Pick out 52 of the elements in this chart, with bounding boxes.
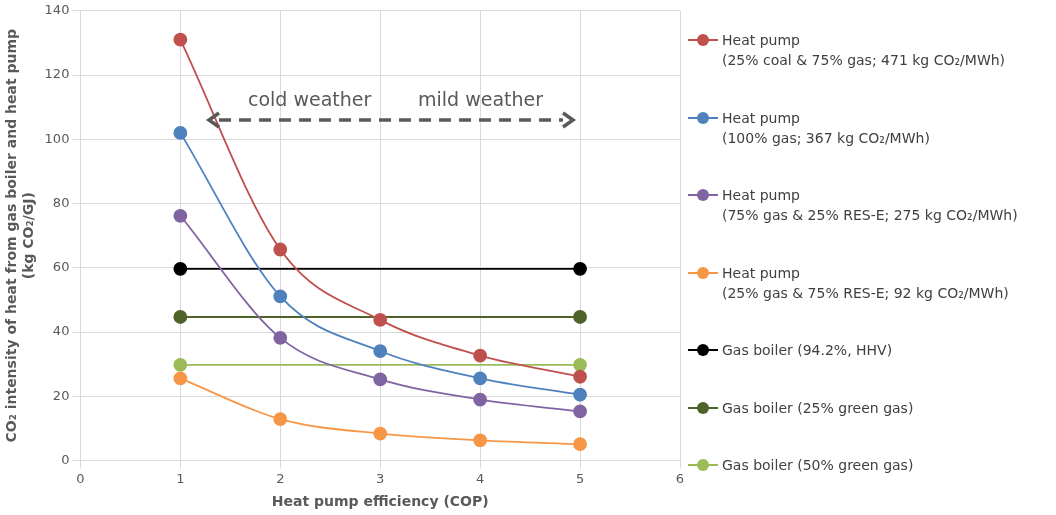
x-tick-label: 5	[575, 470, 585, 486]
legend-label: Heat pump (75% gas & 25% RES-E; 275 kg CO₂/MWh)	[722, 186, 1018, 225]
point	[573, 357, 587, 372]
legend-label: Heat pump (100% gas; 367 kg CO₂/MWh)	[722, 108, 930, 148]
point	[473, 348, 488, 363]
point	[373, 344, 388, 358]
point	[273, 330, 288, 345]
x-tick-label: 2	[276, 470, 285, 486]
y-tick-label: 120	[44, 66, 70, 82]
point	[173, 208, 188, 223]
point	[173, 310, 188, 324]
y-tick-label: 40	[52, 323, 70, 339]
point	[173, 357, 188, 372]
point	[573, 404, 587, 419]
y-tick-label: 140	[44, 2, 70, 18]
y-tick-label: 60	[52, 259, 70, 275]
point	[373, 426, 388, 441]
x-tick-label: 6	[675, 470, 685, 486]
point	[373, 312, 388, 327]
y-axis-title: CO₂ intensity of heat from gas boiler and heat pump (kg CO₂/GJ)	[3, 28, 36, 443]
x-tick-label: 1	[176, 470, 185, 486]
point	[573, 369, 587, 384]
y-tick-label: 80	[52, 194, 70, 210]
x-tick-label: 4	[476, 470, 485, 486]
point	[173, 125, 188, 140]
point	[173, 261, 188, 276]
y-tick-label: 20	[52, 387, 70, 403]
point	[573, 387, 587, 402]
point	[173, 32, 188, 47]
x-tick-label: 0	[76, 470, 85, 486]
annotation: cold weather	[248, 88, 372, 110]
point	[473, 392, 488, 407]
point	[173, 371, 188, 386]
legend-label: Gas boiler (25% green gas)	[722, 398, 914, 418]
y-tick-label: 0	[61, 451, 70, 467]
x-axis-title: Heat pump efficiency (COP)	[271, 493, 489, 510]
point	[573, 437, 587, 452]
point	[273, 289, 288, 304]
y-tick-label: 100	[44, 130, 70, 146]
legend-label: Gas boiler (94.2%, HHV)	[722, 341, 893, 360]
point	[473, 371, 488, 386]
point	[373, 372, 388, 387]
legend-label: Gas boiler (50% green gas)	[722, 456, 914, 475]
legend-label: Heat pump (25% gas & 75% RES-E; 92 kg CO₂/MWh)	[722, 263, 1009, 303]
annotation: mild weather	[418, 88, 544, 110]
point	[473, 433, 488, 448]
point	[573, 261, 587, 276]
legend-label: Heat pump (25% coal & 75% gas; 471 kg CO₂/MWh)	[722, 31, 1006, 70]
point	[573, 310, 587, 324]
point	[273, 412, 288, 427]
point	[273, 242, 288, 257]
x-tick-label: 3	[376, 470, 385, 486]
